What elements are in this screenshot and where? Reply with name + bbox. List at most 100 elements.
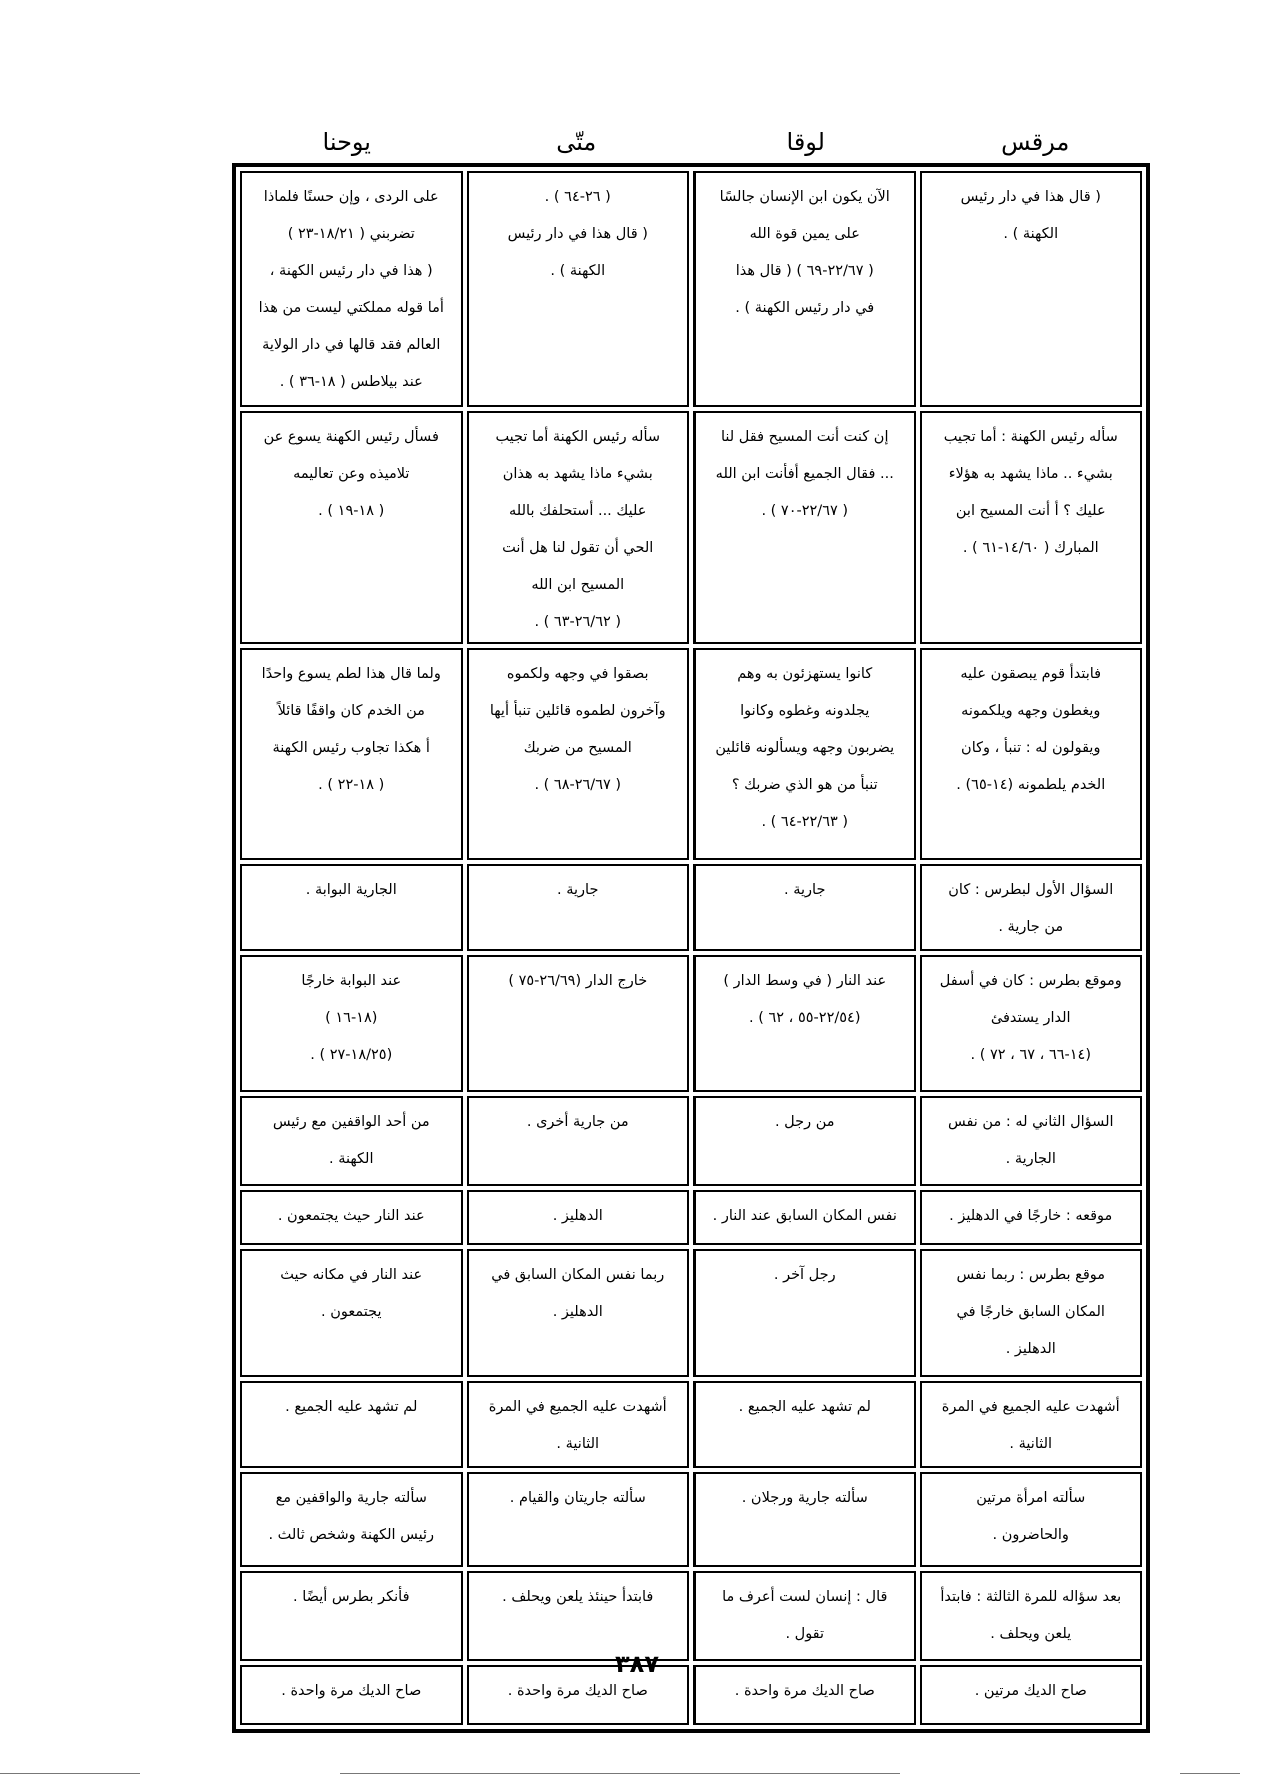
cell-line: فسأل رئيس الكهنة يسوع عن — [263, 429, 439, 445]
cell-line: ولما قال هذا لطم يسوع واحدًا — [261, 666, 441, 682]
cell-line: المسيح من ضربك — [523, 740, 632, 756]
table-row: موقع بطرس : ربما نفس المكان السابق خارجًا… — [240, 1249, 1142, 1377]
cell-line: عند النار حيث يجتمعون . — [277, 1208, 425, 1224]
cell-line: يجتمعون . — [320, 1304, 382, 1320]
cell-mark: السؤال الأول لبطرس : كان من جارية . — [919, 864, 1142, 951]
column-headers: مرقس لوقا متّى يوحنا — [232, 122, 1150, 162]
cell-matthew: صاح الديك مرة واحدة . — [466, 1665, 689, 1725]
cell-line: سألته جارية ورجلان . — [741, 1490, 868, 1506]
cell-line: الدهليز . — [552, 1304, 603, 1320]
cell-line: الحي أن تقول لنا هل أنت — [502, 540, 654, 556]
cell-line: فابتدأ حينئذ يلعن ويحلف . — [502, 1589, 654, 1605]
cell-line: سأله رئيس الكهنة : أما تجيب — [943, 429, 1118, 445]
cell-line: والحاضرون . — [992, 1527, 1069, 1543]
cell-line: وموقع بطرس : كان في أسفل — [939, 973, 1122, 989]
cell-matthew: سأله رئيس الكهنة أما تجيب بشيء ماذا يشهد … — [466, 411, 689, 644]
cell-line: (١٨-١٦ ) — [325, 1010, 378, 1026]
cell-line: فابتدأ قوم يبصقون عليه — [960, 666, 1102, 682]
cell-line: الكهنة ) . — [550, 263, 606, 279]
cell-mark: صاح الديك مرتين . — [919, 1665, 1142, 1725]
cell-line: رئيس الكهنة وشخص ثالث . — [268, 1527, 435, 1543]
cell-line: على الردى ، وإن حسنًا فلماذا — [263, 189, 439, 205]
cell-line: عند النار ( في وسط الدار ) — [723, 973, 887, 989]
cell-luke: الآن يكون ابن الإنسان جالسًا على يمين قوة… — [693, 171, 916, 407]
cell-line: من الخدم كان واقفًا قائلاً — [277, 703, 425, 719]
cell-luke: قال : إنسان لست أعرف ما تقول . — [693, 1571, 916, 1661]
cell-line: الدهليز . — [1005, 1341, 1056, 1357]
cell-line: المكان السابق خارجًا في — [956, 1304, 1105, 1320]
cell-line: على يمين قوة الله — [749, 226, 860, 242]
cell-line: الثانية . — [556, 1436, 600, 1452]
cell-john: عند النار في مكانه حيث يجتمعون . — [240, 1249, 463, 1377]
cell-line: تلاميذه وعن تعاليمه — [293, 466, 410, 482]
cell-line: لم تشهد عليه الجميع . — [738, 1399, 871, 1415]
cell-matthew: بصقوا في وجهه ولكموه وآخرون لطموه قائلين … — [466, 648, 689, 860]
cell-line: بشيء ماذا يشهد به هذان — [502, 466, 653, 482]
cell-matthew: سألته جاريتان والقيام . — [466, 1472, 689, 1567]
cell-luke: سألته جارية ورجلان . — [693, 1472, 916, 1567]
cell-line: المبارك ( ١٤/٦٠-٦١ ) . — [962, 540, 1099, 556]
cell-mark: وموقع بطرس : كان في أسفل الدار يستدفئ (١٤-… — [919, 955, 1142, 1092]
cell-mark: موقعه : خارجًا في الدهليز . — [919, 1190, 1142, 1245]
cell-line: الآن يكون ابن الإنسان جالسًا — [719, 189, 890, 205]
cell-line: (١٤-٦٦ ، ٦٧ ، ٧٢ ) . — [970, 1047, 1091, 1063]
cell-line: لم تشهد عليه الجميع . — [285, 1399, 418, 1415]
footer-rule — [1180, 1773, 1240, 1774]
cell-mark: فابتدأ قوم يبصقون عليه ويغطون وجهه ويلكمو… — [919, 648, 1142, 860]
cell-line: عند النار في مكانه حيث — [280, 1267, 423, 1283]
cell-john: لم تشهد عليه الجميع . — [240, 1381, 463, 1468]
cell-mark: بعد سؤاله للمرة الثالثة : فابتدأ يلعن ويح… — [919, 1571, 1142, 1661]
cell-line: ( ٢٢/٦٧-٧٠ ) . — [761, 503, 849, 519]
table-row: موقعه : خارجًا في الدهليز . نفس المكان ال… — [240, 1190, 1142, 1245]
cell-matthew: الدهليز . — [466, 1190, 689, 1245]
cell-john: فسأل رئيس الكهنة يسوع عن تلاميذه وعن تعال… — [240, 411, 463, 644]
cell-line: الثانية . — [1009, 1436, 1053, 1452]
cell-john: من أحد الواقفين مع رئيس الكهنة . — [240, 1096, 463, 1186]
header-mark: مرقس — [1001, 128, 1070, 156]
cell-luke: لم تشهد عليه الجميع . — [693, 1381, 916, 1468]
cell-line: من أحد الواقفين مع رئيس — [272, 1114, 430, 1130]
table-row: ( قال هذا في دار رئيس الكهنة ) . الآن يكون… — [240, 171, 1142, 407]
cell-line: قال : إنسان لست أعرف ما — [722, 1589, 888, 1605]
cell-line: يضربون وجهه ويسألونه قائلين — [715, 740, 895, 756]
cell-line: إن كنت أنت المسيح فقل لنا — [720, 429, 889, 445]
cell-line: في دار رئيس الكهنة ) . — [735, 300, 875, 316]
cell-line: سألته جاريتان والقيام . — [509, 1490, 646, 1506]
cell-line: الكهنة . — [328, 1151, 374, 1167]
cell-mark: ( قال هذا في دار رئيس الكهنة ) . — [919, 171, 1142, 407]
cell-line: صاح الديك مرة واحدة . — [507, 1683, 648, 1699]
cell-line: موقعه : خارجًا في الدهليز . — [949, 1208, 1113, 1224]
cell-mark: سألته امرأة مرتين والحاضرون . — [919, 1472, 1142, 1567]
table-row: بعد سؤاله للمرة الثالثة : فابتدأ يلعن ويح… — [240, 1571, 1142, 1661]
cell-line: ( ٢٢/٦٣-٦٤ ) . — [761, 814, 849, 830]
cell-mark: السؤال الثاني له : من نفس الجارية . — [919, 1096, 1142, 1186]
cell-line: العالم فقد قالها في دار الولاية — [262, 337, 441, 353]
footer-rule — [0, 1773, 140, 1774]
cell-luke: كانوا يستهزئون به وهم يجلدونه وغطوه وكانو… — [693, 648, 916, 860]
cell-line: (٢٢/٥٤-٥٥ ، ٦٢ ) . — [749, 1010, 861, 1026]
cell-line: سألته امرأة مرتين — [976, 1490, 1086, 1506]
cell-line: رجل آخر . — [773, 1267, 836, 1283]
cell-line: ( قال هذا في دار رئيس — [507, 226, 648, 242]
cell-luke: نفس المكان السابق عند النار . — [693, 1190, 916, 1245]
cell-line: وآخرون لطموه قائلين تنبأ أيها — [489, 703, 666, 719]
footer-rule — [340, 1773, 900, 1774]
cell-line: ( قال هذا في دار رئيس — [960, 189, 1101, 205]
page-number: ٣٨٧ — [615, 1650, 659, 1678]
cell-line: عليك ؟ أ أنت المسيح ابن — [955, 503, 1106, 519]
cell-line: أشهدت عليه الجميع في المرة — [488, 1399, 667, 1415]
cell-luke: عند النار ( في وسط الدار ) (٢٢/٥٤-٥٥ ، ٦٢… — [693, 955, 916, 1092]
cell-line: الدار يستدفئ — [990, 1010, 1071, 1026]
cell-line: (١٨/٢٥-٢٧ ) . — [310, 1047, 393, 1063]
cell-line: من جارية . — [998, 919, 1064, 935]
cell-line: موقع بطرس : ربما نفس — [956, 1267, 1106, 1283]
cell-mark: أشهدت عليه الجميع في المرة الثانية . — [919, 1381, 1142, 1468]
cell-line: يجلدونه وغطوه وكانوا — [740, 703, 870, 719]
cell-john: ولما قال هذا لطم يسوع واحدًا من الخدم كان… — [240, 648, 463, 860]
cell-line: جارية . — [784, 882, 826, 898]
cell-line: الخدم يلطمونه (١٤-٦٥) . — [956, 777, 1106, 793]
cell-john: عند البوابة خارجًا (١٨-١٦ ) (١٨/٢٥-٢٧ ) . — [240, 955, 463, 1092]
cell-matthew: جارية . — [466, 864, 689, 951]
table-row: صاح الديك مرتين . صاح الديك مرة واحدة . صا… — [240, 1665, 1142, 1725]
cell-luke: إن كنت أنت المسيح فقل لنا ... فقال الجميع… — [693, 411, 916, 644]
